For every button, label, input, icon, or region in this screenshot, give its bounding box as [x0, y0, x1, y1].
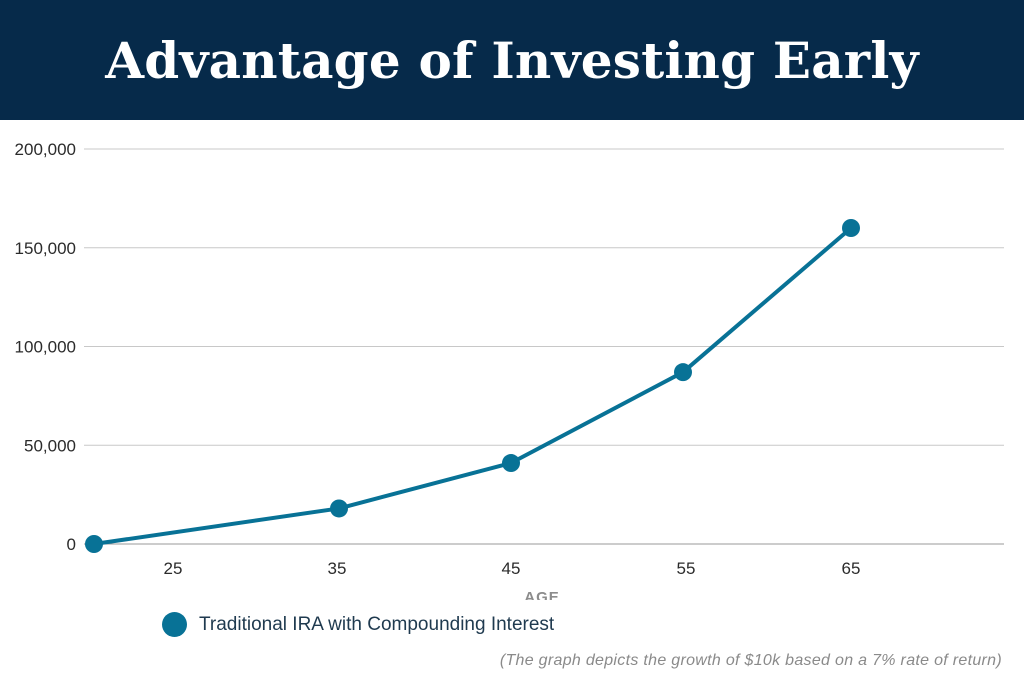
y-tick-label: 0	[67, 535, 76, 554]
x-axis-label: AGE	[524, 589, 560, 600]
data-point	[502, 454, 520, 473]
x-tick-label: 55	[677, 559, 696, 578]
chart-title: Advantage of Investing Early	[105, 30, 919, 90]
legend-label: Traditional IRA with Compounding Interes…	[199, 613, 555, 635]
y-tick-label: 200,000	[15, 140, 76, 159]
series-line	[92, 226, 853, 546]
line-chart: 200,000 150,000 100,000 50,000 0 25 35 45 55 65 AG…	[15, 140, 1004, 600]
y-tick-label: 100,000	[15, 338, 76, 357]
y-tick-label: 50,000	[24, 436, 76, 455]
footnote: (The graph depicts the growth of $10k ba…	[499, 652, 1002, 669]
data-point	[330, 499, 348, 518]
data-point	[674, 363, 692, 382]
x-tick-label: 45	[502, 559, 521, 578]
x-tick-label: 65	[842, 559, 861, 578]
x-tick-label: 25	[164, 559, 183, 578]
chart-header: Advantage of Investing Early	[0, 0, 1024, 120]
legend-marker	[162, 612, 187, 637]
data-point	[85, 535, 103, 553]
data-point	[842, 219, 860, 237]
x-tick-label: 35	[328, 559, 347, 578]
y-tick-label: 150,000	[15, 239, 76, 258]
legend: Traditional IRA with Compounding Interes…	[162, 612, 554, 637]
